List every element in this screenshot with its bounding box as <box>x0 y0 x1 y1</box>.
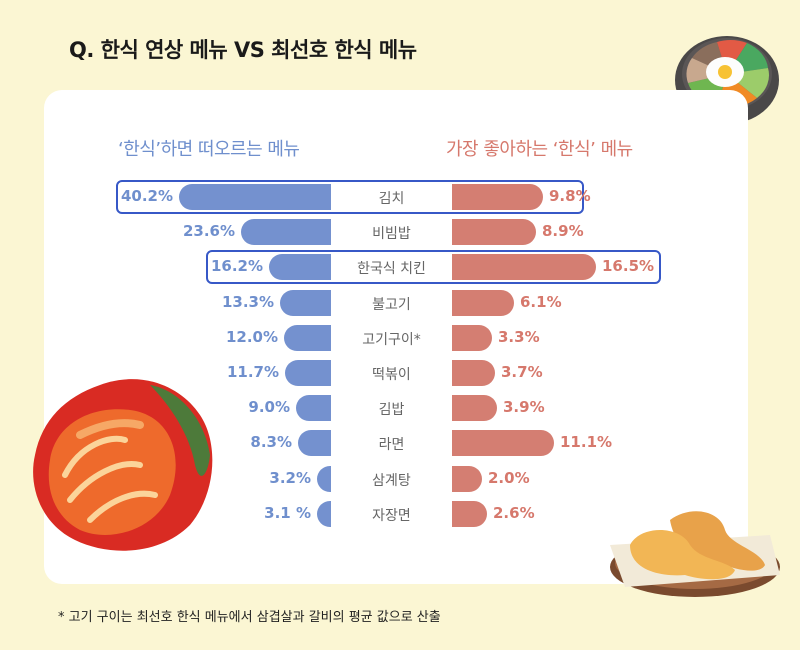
menu-label: 라면 <box>378 437 405 454</box>
chart-row: 3.2% 삼계탕 2.0% <box>0 465 800 492</box>
chart-row: 8.3% 라면 11.1% <box>0 430 800 457</box>
right-value: 3.7% <box>501 363 543 381</box>
left-bar <box>317 465 331 492</box>
chart-row: 3.1 % 자장면 2.6% <box>0 500 800 527</box>
right-value: 3.3% <box>498 327 540 346</box>
page-title: Q. 한식 연상 메뉴 VS 최선호 한식 메뉴 <box>69 38 417 62</box>
right-bar <box>452 360 495 386</box>
right-bar <box>452 430 554 457</box>
right-value: 3.9% <box>503 398 545 417</box>
right-bar <box>452 289 514 316</box>
right-bar <box>452 184 543 210</box>
menu-label: 비빔밥 <box>372 226 411 243</box>
left-value: 3.1 % <box>264 503 311 522</box>
menu-label: 고기구이* <box>362 331 421 348</box>
highlight-box-kimchi <box>116 180 584 214</box>
right-value: 8.9% <box>542 222 584 241</box>
chart-row: 9.0% 김밥 3.9% <box>0 395 800 422</box>
menu-label: 불고기 <box>372 296 411 313</box>
chart-row: 16.2% 한국식 치킨 16.5% <box>0 254 800 281</box>
menu-label: 자장면 <box>372 507 411 524</box>
left-value: 12.0% <box>225 327 278 346</box>
left-value: 13.3% <box>221 292 274 311</box>
right-bar <box>452 254 596 281</box>
right-value: 9.8% <box>549 187 591 205</box>
left-bar <box>285 360 331 386</box>
right-value: 2.0% <box>488 468 530 487</box>
left-value: 11.7% <box>226 363 279 381</box>
chart-row: 11.7% 떡볶이 3.7% <box>0 360 800 386</box>
left-bar <box>296 395 331 422</box>
left-bar <box>179 184 331 210</box>
right-bar <box>452 395 497 422</box>
kimchi-illustration <box>33 379 213 551</box>
chart-row: 12.0% 고기구이* 3.3% <box>0 324 800 351</box>
menu-label: 김밥 <box>378 402 405 419</box>
right-bar <box>452 219 536 246</box>
right-bar <box>452 500 487 527</box>
left-value: 8.3% <box>250 433 292 452</box>
left-bar <box>298 430 331 457</box>
chart-row: 13.3% 불고기 6.1% <box>0 289 800 316</box>
left-bar <box>317 500 331 527</box>
menu-label: 떡볶이 <box>372 367 411 383</box>
right-value: 2.6% <box>493 503 535 522</box>
left-value: 3.2% <box>269 468 311 487</box>
left-value: 16.2% <box>210 257 263 276</box>
chart-row: 40.2% 김치 9.8% <box>0 184 800 210</box>
chart-row: 23.6% 비빔밥 8.9% <box>0 219 800 246</box>
left-bar <box>284 324 331 351</box>
menu-label: 김치 <box>378 191 405 207</box>
right-value: 11.1% <box>560 433 613 452</box>
footnote: * 고기 구이는 최선호 한식 메뉴에서 삼겹살과 갈비의 평균 값으로 산출 <box>58 610 441 625</box>
left-bar <box>280 289 331 316</box>
left-bar <box>269 254 331 281</box>
left-value: 23.6% <box>182 222 235 241</box>
right-value: 16.5% <box>602 257 655 276</box>
menu-label: 삼계탕 <box>372 472 411 489</box>
right-series-header: 가장 좋아하는 ‘한식’ 메뉴 <box>446 139 633 160</box>
left-value: 40.2% <box>120 187 173 205</box>
menu-label: 한국식 치킨 <box>357 261 426 278</box>
right-bar <box>452 324 492 351</box>
right-bar <box>452 465 482 492</box>
right-value: 6.1% <box>520 292 562 311</box>
highlight-box-korean-chicken <box>206 250 661 284</box>
fried-chicken-illustration <box>610 511 780 597</box>
left-series-header: ‘한식’하면 떠오르는 메뉴 <box>118 139 300 160</box>
left-value: 9.0% <box>248 398 290 417</box>
left-bar <box>241 219 331 246</box>
